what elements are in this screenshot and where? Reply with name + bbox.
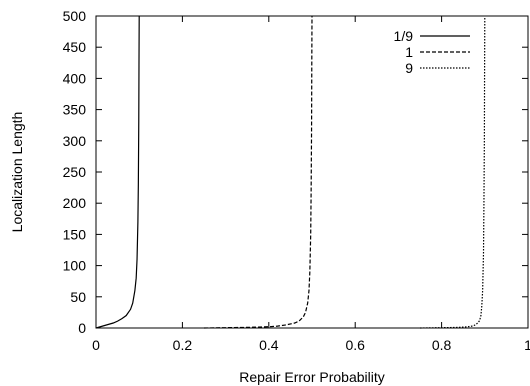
y-tick-label: 100 xyxy=(63,258,87,274)
legend: 1/919 xyxy=(394,28,470,76)
y-tick-label: 200 xyxy=(63,195,87,211)
series-line xyxy=(95,15,140,329)
y-tick-label: 150 xyxy=(63,226,87,242)
y-tick-label: 450 xyxy=(63,39,87,55)
y-tick-label: 350 xyxy=(63,102,87,118)
y-axis-label: Localization Length xyxy=(9,112,25,233)
ticks-layer: 0 0.2 0.4 0.6 0.8 1 0 50 100 150 200 250 300 350 400 45… xyxy=(63,8,530,353)
y-tick-label: 400 xyxy=(63,70,87,86)
x-axis-label: Repair Error Probability xyxy=(239,369,385,385)
x-tick-label: 0.6 xyxy=(345,337,365,353)
x-tick-label: 1 xyxy=(524,337,530,353)
y-tick-label: 50 xyxy=(70,289,86,305)
series-layer xyxy=(95,15,486,329)
x-tick-label: 0 xyxy=(92,337,100,353)
legend-label: 9 xyxy=(405,60,413,76)
legend-label: 1 xyxy=(405,44,413,60)
y-tick-label: 0 xyxy=(78,320,86,336)
x-tick-label: 0.8 xyxy=(432,337,452,353)
y-tick-label: 500 xyxy=(63,8,87,24)
legend-label: 1/9 xyxy=(394,28,414,44)
series-line xyxy=(419,15,486,329)
y-tick-label: 300 xyxy=(63,133,87,149)
x-tick-label: 0.2 xyxy=(173,337,193,353)
y-tick-label: 250 xyxy=(63,164,87,180)
x-tick-label: 0.4 xyxy=(259,337,279,353)
series-line xyxy=(203,15,313,329)
